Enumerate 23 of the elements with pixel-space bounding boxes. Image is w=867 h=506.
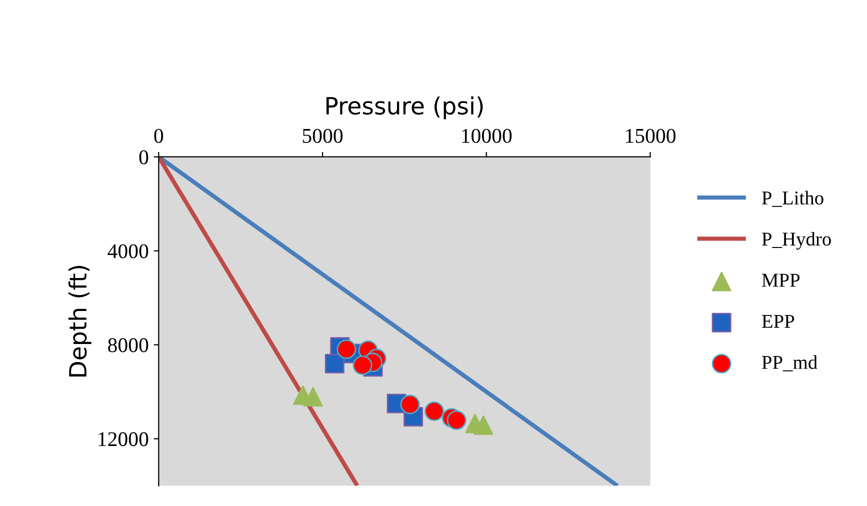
point bbox=[446, 410, 466, 430]
point bbox=[303, 386, 323, 406]
y-axis-title: Depth (ft) bbox=[68, 266, 92, 376]
point bbox=[424, 402, 444, 422]
y-tick-label: 0 bbox=[139, 150, 148, 164]
point bbox=[324, 354, 344, 374]
legend-label: MPP bbox=[762, 274, 800, 287]
legend-label: P_Litho bbox=[762, 190, 824, 207]
y-tick-label: 4000 bbox=[108, 244, 148, 258]
y-tick-label: 8000 bbox=[108, 338, 148, 352]
x-tick-label: 5000 bbox=[302, 128, 343, 143]
point bbox=[352, 355, 372, 375]
x-axis-title: Pressure (psi) bbox=[326, 96, 483, 120]
y-tick-label: 12000 bbox=[98, 432, 148, 446]
legend-label: P_Hydro bbox=[762, 232, 831, 250]
legend-label: EPP bbox=[762, 314, 794, 328]
legend-label: PP_md bbox=[762, 355, 818, 372]
point bbox=[336, 340, 356, 360]
x-tick-label: 10000 bbox=[462, 128, 512, 143]
point bbox=[474, 415, 494, 435]
point bbox=[400, 394, 420, 414]
x-tick-label: 0 bbox=[154, 128, 164, 143]
x-tick-label: 15000 bbox=[626, 128, 676, 143]
